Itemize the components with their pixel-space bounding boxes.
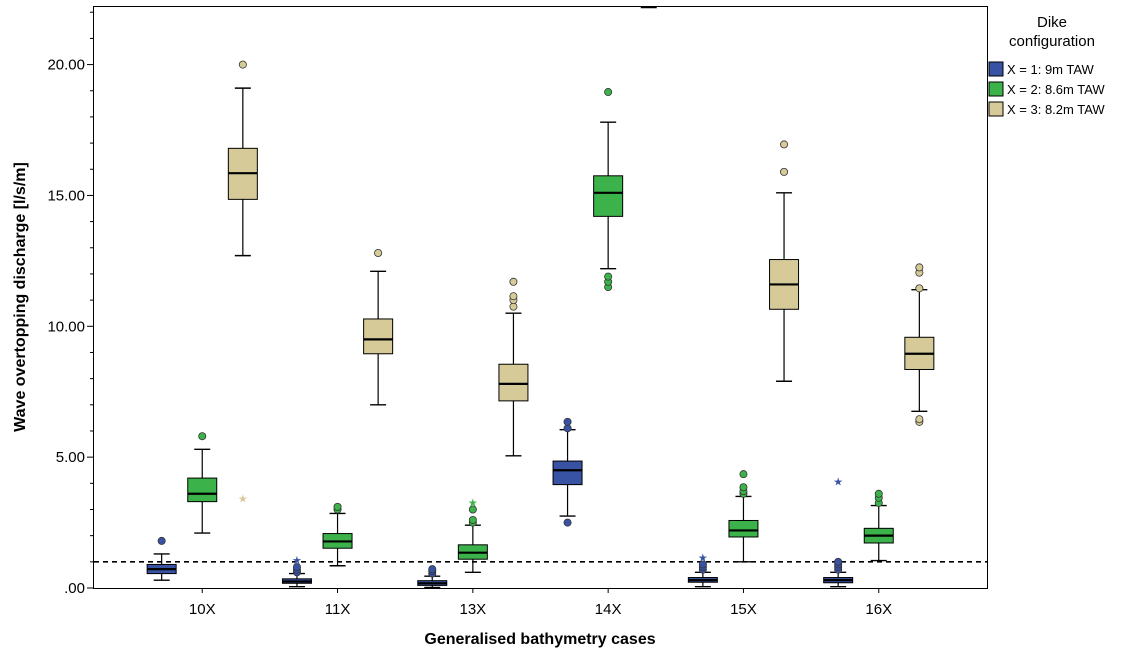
outlier-point — [333, 502, 342, 511]
box-15X-series-1: ★ — [687, 552, 718, 588]
legend-swatch — [988, 81, 1004, 97]
outlier-point — [874, 489, 883, 498]
legend-label: X = 3: 8.2m TAW — [1007, 102, 1105, 117]
legend-label: X = 2: 8.6m TAW — [1007, 82, 1105, 97]
extreme-point: ★ — [833, 476, 843, 489]
box-body — [363, 318, 394, 355]
box-16X-series-2 — [863, 489, 894, 562]
legend-items: X = 1: 9m TAW X = 2: 8.6m TAW X = 3: 8.2m … — [988, 61, 1105, 117]
outlier-point — [468, 505, 477, 514]
legend: Dike configuration X = 1: 9m TAW X = 2: 8… — [988, 14, 1105, 117]
outlier-point — [292, 563, 301, 572]
box-16X-series-1: ★ — [823, 476, 854, 588]
y-axis: .00 5.00 10.00 15.00 20.00 — [47, 11, 94, 597]
outlier-point — [157, 536, 166, 545]
legend-swatch — [988, 101, 1004, 117]
outlier-point — [509, 292, 518, 301]
outlier-point — [468, 515, 477, 524]
y-tick-label: 5.00 — [56, 449, 85, 466]
box-11X-series-3 — [363, 249, 394, 406]
box-15X-series-3 — [769, 140, 800, 382]
x-tick-label: 14X — [595, 601, 622, 618]
box-series-group: ★ ★ ★ ★ ★ — [146, 6, 935, 589]
box-body — [728, 519, 759, 538]
outlier-point — [780, 167, 789, 176]
outlier-point — [915, 415, 924, 424]
legend-title-line-2: configuration — [1009, 33, 1095, 50]
box-body — [187, 477, 218, 503]
box-body — [552, 460, 583, 486]
box-16X-series-3 — [904, 263, 935, 426]
box-11X-series-1: ★ — [281, 554, 312, 588]
box-10X-series-3: ★ — [227, 60, 258, 506]
box-14X-series-1 — [552, 417, 583, 527]
x-tick-label: 15X — [730, 601, 757, 618]
box-body — [498, 363, 529, 402]
outlier-point — [509, 277, 518, 286]
box-11X-series-2 — [322, 502, 353, 567]
x-tick-label: 16X — [865, 601, 892, 618]
x-tick-label: 13X — [459, 601, 486, 618]
x-axis: 10X 11X 13X 14X 15X 16X — [189, 588, 892, 618]
y-tick-label: 20.00 — [47, 57, 85, 74]
outlier-point — [563, 518, 572, 527]
outlier-point — [915, 263, 924, 272]
outlier-point — [915, 284, 924, 293]
legend-label: X = 1: 9m TAW — [1007, 62, 1095, 77]
outlier-point — [563, 424, 572, 433]
box-10X-series-2 — [187, 432, 218, 534]
x-axis-title: Generalised bathymetry cases — [424, 631, 655, 648]
extreme-point: ★ — [292, 554, 302, 567]
outlier-point — [428, 565, 437, 574]
plot-frame — [93, 6, 988, 589]
y-tick-label: 10.00 — [47, 318, 85, 335]
outlier-point — [739, 483, 748, 492]
outlier-point — [739, 470, 748, 479]
box-13X-series-1 — [417, 565, 448, 589]
box-body — [593, 175, 624, 217]
outlier-point — [604, 272, 613, 281]
y-tick-label: .00 — [64, 580, 85, 597]
box-15X-series-2 — [728, 470, 759, 563]
y-tick-label: 15.00 — [47, 187, 85, 204]
x-tick-label: 11X — [325, 601, 351, 618]
outlier-point — [780, 140, 789, 149]
box-13X-series-3 — [498, 277, 529, 457]
box-14X-series-2 — [593, 88, 624, 292]
outlier-point — [238, 60, 247, 69]
outlier-point — [563, 417, 572, 426]
extreme-point: ★ — [468, 497, 478, 510]
legend-swatch — [988, 61, 1004, 77]
legend-title-line-1: Dike — [1037, 14, 1067, 31]
box-10X-series-1 — [146, 536, 177, 581]
x-tick-label: 10X — [189, 601, 216, 618]
y-axis-title: Wave overtopping discharge [l/s/m] — [12, 162, 29, 432]
outlier-point — [698, 560, 707, 569]
outlier-point — [374, 249, 383, 258]
box-13X-series-2: ★ — [457, 497, 488, 573]
outlier-point — [509, 302, 518, 311]
outlier-point — [604, 88, 613, 97]
extreme-point: ★ — [698, 552, 708, 565]
outlier-point — [834, 557, 843, 566]
outlier-point — [198, 432, 207, 441]
extreme-point: ★ — [238, 493, 248, 506]
